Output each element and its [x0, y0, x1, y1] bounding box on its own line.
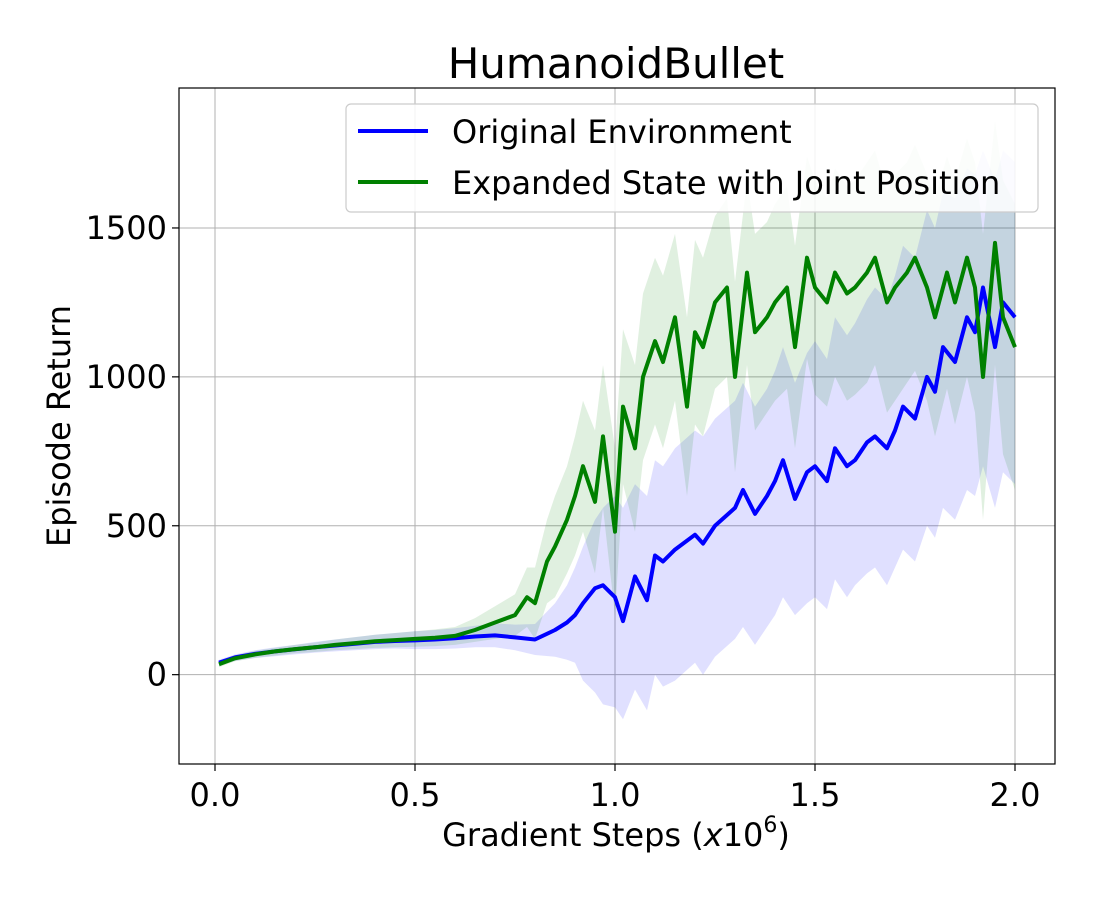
chart-title: HumanoidBullet: [448, 39, 785, 88]
series-lines: [218, 240, 1017, 667]
series-line-1: [218, 240, 1017, 667]
y-tick-label: 1000: [86, 358, 167, 396]
x-tick-label: 0.5: [390, 776, 441, 814]
legend-box: [345, 103, 1039, 213]
y-tick-label: 1500: [86, 209, 167, 247]
legend-label: Original Environment: [452, 113, 792, 151]
legend: Original Environment Expanded State with …: [345, 103, 1039, 213]
confidence-band-0: [219, 150, 1015, 720]
y-tick-label: 500: [106, 507, 167, 545]
y-tick-label: 0: [147, 656, 167, 694]
x-tick-label: 1.0: [590, 776, 641, 814]
x-tick-label: 2.0: [990, 776, 1041, 814]
y-axis-ticks: 0 500 1000 1500: [86, 209, 179, 694]
legend-label: Expanded State with Joint Position: [452, 164, 1000, 202]
x-tick-label: 1.5: [790, 776, 841, 814]
y-axis-label: Episode Return: [40, 305, 78, 547]
x-axis-ticks: 0.0 0.5 1.0 1.5 2.0: [190, 764, 1041, 814]
confidence-bands: [219, 120, 1015, 720]
x-axis-label: Gradient Steps (x106): [442, 813, 790, 854]
x-tick-label: 0.0: [190, 776, 241, 814]
plot-frame: [178, 87, 1056, 765]
confidence-band-1: [219, 120, 1015, 668]
